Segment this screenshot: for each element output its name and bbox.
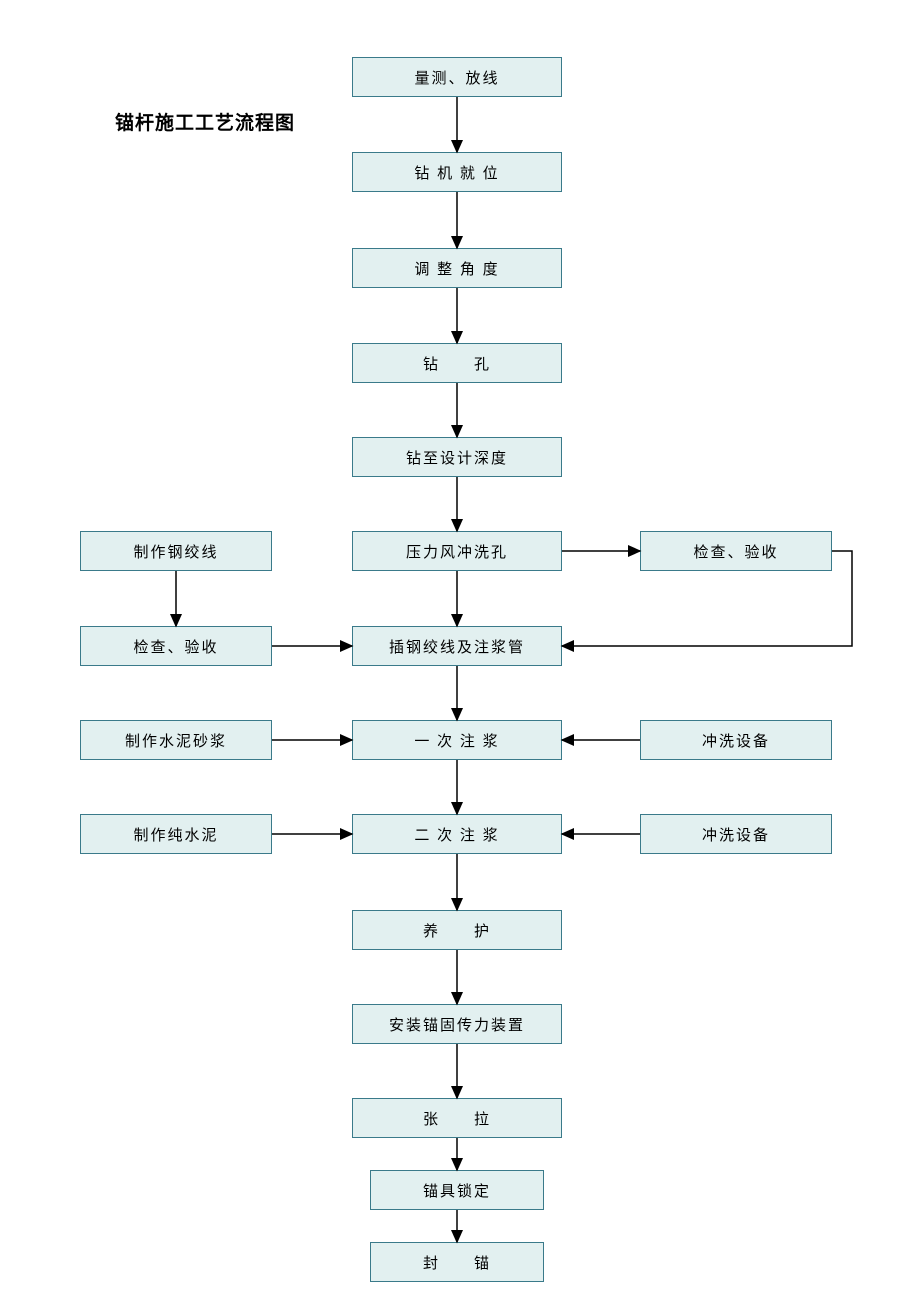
flowchart-node-n13: 锚具锁定 (370, 1170, 544, 1210)
flowchart-node-r1: 检查、验收 (640, 531, 832, 571)
flowchart-node-r2: 冲洗设备 (640, 720, 832, 760)
flowchart-node-n10: 养 护 (352, 910, 562, 950)
flowchart-node-n7: 插钢绞线及注浆管 (352, 626, 562, 666)
flowchart-node-l2: 检查、验收 (80, 626, 272, 666)
flowchart-node-n5: 钻至设计深度 (352, 437, 562, 477)
flowchart-node-n11: 安装锚固传力装置 (352, 1004, 562, 1044)
flowchart-node-n3: 调 整 角 度 (352, 248, 562, 288)
flowchart-node-l3: 制作水泥砂浆 (80, 720, 272, 760)
flowchart-node-l4: 制作纯水泥 (80, 814, 272, 854)
flowchart-node-n14: 封 锚 (370, 1242, 544, 1282)
flowchart-node-l1: 制作钢绞线 (80, 531, 272, 571)
flowchart-node-n2: 钻 机 就 位 (352, 152, 562, 192)
flowchart-node-n1: 量测、放线 (352, 57, 562, 97)
flowchart-node-n12: 张 拉 (352, 1098, 562, 1138)
flowchart-node-n6: 压力风冲洗孔 (352, 531, 562, 571)
diagram-title: 锚杆施工工艺流程图 (115, 108, 295, 135)
flowchart-node-n8: 一 次 注 浆 (352, 720, 562, 760)
flowchart-node-n4: 钻 孔 (352, 343, 562, 383)
flowchart-node-r3: 冲洗设备 (640, 814, 832, 854)
flowchart-node-n9: 二 次 注 浆 (352, 814, 562, 854)
